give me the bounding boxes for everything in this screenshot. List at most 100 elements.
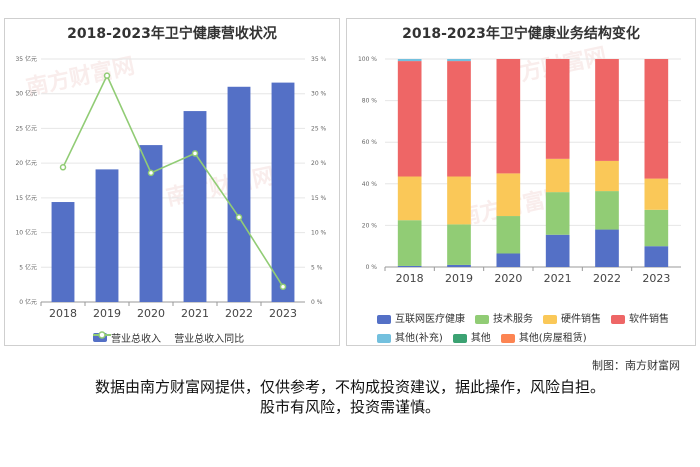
x-tick-label: 2020: [137, 307, 165, 320]
disclaimer-line-1: 数据由南方财富网提供，仅供参考，不构成投资建议，据此操作，风险自担。: [94, 378, 605, 396]
y-tick-label-left: 35 亿元: [15, 55, 37, 63]
structure-legend: 互联网医疗健康 技术服务 硬件销售 软件销售其他(补充) 其他 其他(房屋租赁): [377, 311, 697, 349]
y-tick-label: 60 %: [362, 139, 378, 146]
stacked-segment: [644, 178, 669, 210]
y-tick-label-right: 0 %: [311, 299, 323, 306]
y-tick-label: 80 %: [362, 98, 378, 105]
y-tick-label-right: 10 %: [311, 230, 327, 237]
y-tick-label-left: 15 亿元: [15, 194, 37, 202]
x-tick-label: 2018: [396, 272, 424, 285]
y-tick-label-left: 10 亿元: [15, 229, 37, 237]
stacked-segment: [496, 216, 521, 254]
y-tick-label: 100 %: [358, 56, 377, 63]
stacked-segment: [397, 59, 422, 62]
legend-item[interactable]: 软件销售: [611, 311, 669, 328]
x-tick-label: 2019: [93, 307, 121, 320]
y-tick-label-left: 5 亿元: [19, 263, 37, 271]
legend-item-yoy[interactable]: 营业总收入同比: [93, 330, 245, 345]
stacked-segment: [595, 59, 619, 161]
y-tick-label-left: 0 亿元: [19, 298, 37, 306]
structure-chart-svg: 0 % 20 % 40 % 60 % 80 % 100 % 2018 2019 2020 2021…: [358, 56, 681, 285]
x-tick-label: 2023: [642, 272, 670, 285]
x-tick-label: 2022: [593, 272, 621, 285]
yoy-point: [279, 283, 287, 290]
legend-label-yoy: 营业总收入同比: [174, 334, 245, 345]
legend-label: 其他(补充): [395, 333, 443, 344]
stacked-segment: [595, 160, 619, 192]
stacked-segment: [496, 253, 521, 267]
x-tick-label: 2022: [225, 307, 253, 320]
revenue-bar: [95, 169, 119, 302]
stacked-segment: [496, 173, 521, 217]
y-tick-label-left: 20 亿元: [15, 159, 37, 167]
stacked-segment: [447, 264, 471, 267]
yoy-line: [62, 73, 284, 288]
legend-label: 其他: [470, 333, 491, 344]
legend-swatch: [452, 334, 467, 343]
legend-label-revenue: 营业总收入: [111, 334, 161, 345]
legend-line-icon: [93, 331, 111, 339]
legend-swatch: [475, 315, 489, 324]
y-tick-label-right: 15 %: [311, 195, 327, 202]
legend-item[interactable]: 其他: [452, 330, 491, 347]
revenue-bar: [51, 202, 75, 302]
stacked-segment: [644, 246, 669, 267]
legend-item[interactable]: 其他(房屋租赁): [500, 330, 587, 347]
x-tick-label: 2019: [445, 272, 473, 285]
stacked-segment: [545, 59, 570, 159]
structure-chart-title: 2018-2023年卫宁健康业务结构变化: [402, 26, 640, 42]
stacked-segment: [447, 59, 471, 62]
stacked-segment: [496, 59, 521, 174]
revenue-legend: 营业总收入 营业总收入同比: [93, 330, 254, 345]
disclaimer-line-2: 股市有风险，投资需谨慎。: [259, 398, 440, 416]
stacked-segment: [397, 61, 422, 177]
yoy-point: [103, 72, 111, 79]
x-tick-label: 2021: [544, 272, 572, 285]
disclaimer: 数据由南方财富网提供，仅供参考，不构成投资建议，据此操作，风险自担。 股市有风险…: [0, 377, 700, 417]
yoy-point: [147, 169, 155, 177]
revenue-chart-svg: 0 亿元 5 亿元 10 亿元 15 亿元 20 亿元 25 亿元 30 亿元 35 亿元 0 …: [15, 55, 327, 320]
legend-label: 其他(房屋租赁): [518, 333, 587, 344]
stacked-segment: [545, 234, 570, 267]
legend-label: 互联网医疗健康: [395, 314, 465, 325]
stacked-segment: [595, 191, 619, 230]
y-tick-label-right: 5 %: [311, 264, 323, 271]
y-tick-label-right: 30 %: [311, 91, 327, 98]
stacked-segment: [644, 59, 669, 179]
legend-label: 硬件销售: [561, 314, 601, 325]
legend-swatch: [500, 334, 515, 343]
legend-swatch: [611, 315, 625, 324]
legend-item[interactable]: 技术服务: [475, 311, 533, 328]
y-tick-label: 40 %: [362, 181, 378, 188]
stacked-segment: [447, 224, 471, 265]
revenue-chart-panel: 2018-2023年卫宁健康营收状况 南方财富网 南方财富网 0 亿元 5 亿元 1…: [4, 18, 340, 346]
y-tick-label: 0 %: [366, 264, 378, 271]
structure-chart-panel: 2018-2023年卫宁健康业务结构变化 南方财富网 南方财富网 0 %20 %…: [346, 18, 696, 346]
y-tick-label-right: 20 %: [311, 160, 327, 167]
x-tick-label: 2023: [269, 307, 297, 320]
stacked-segment: [644, 209, 669, 247]
stacked-segment: [595, 229, 619, 267]
yoy-point: [59, 164, 67, 171]
revenue-bar: [183, 111, 207, 302]
revenue-bar: [139, 145, 163, 302]
y-tick-label-right: 35 %: [311, 56, 327, 63]
revenue-bar: [227, 86, 251, 303]
revenue-bar: [271, 82, 295, 302]
stacked-segment: [397, 265, 422, 267]
legend-swatch: [543, 315, 557, 324]
y-tick-label-left: 30 亿元: [15, 90, 37, 98]
legend-item[interactable]: 硬件销售: [543, 311, 601, 328]
stacked-segment: [545, 158, 570, 193]
x-tick-label: 2020: [494, 272, 522, 285]
y-tick-label-right: 25 %: [311, 125, 327, 132]
legend-item[interactable]: 互联网医疗健康: [377, 311, 465, 328]
x-tick-label: 2021: [181, 307, 209, 320]
chart-credit: 制图：南方财富网: [592, 359, 680, 372]
stacked-segment: [545, 192, 570, 235]
stacked-segment: [397, 176, 422, 221]
legend-item[interactable]: 其他(补充): [377, 330, 443, 347]
stacked-segment: [397, 220, 422, 266]
yoy-point: [235, 214, 243, 221]
x-tick-label: 2018: [49, 307, 77, 320]
